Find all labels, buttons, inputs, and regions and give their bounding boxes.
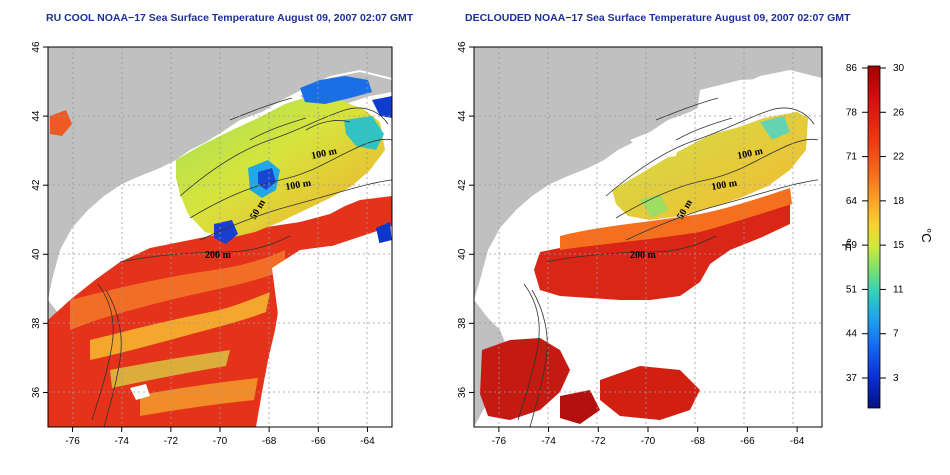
right-map: [474, 47, 822, 427]
streak-amber: [140, 378, 258, 416]
colorbar-fahrenheit-label: 78: [846, 107, 858, 118]
colorbar-fahrenheit-label: 37: [846, 373, 858, 384]
right-x-tick-label: -76: [492, 436, 507, 447]
left-map-title: RU COOL NOAA−17 Sea Surface Temperature …: [46, 12, 414, 24]
right-x-tick-label: -72: [591, 436, 606, 447]
colorbar-fahrenheit-label: 44: [846, 329, 858, 340]
axis-ticks: -76 -74 -72 -70 -68 -66 -64 36 38 40 42 44 46 -76 -74 -…: [31, 41, 805, 447]
shelf-green-patch: [640, 194, 668, 218]
colorbar: [867, 65, 881, 409]
celsius-unit-label: °C: [919, 228, 934, 243]
bathymetry-contours: [91, 97, 392, 427]
colorbar-celsius-label: 3: [893, 373, 899, 384]
colorbar-celsius-label: 30: [893, 63, 905, 74]
right-x-tick-label: -66: [740, 436, 755, 447]
right-y-tick-label: 40: [457, 248, 468, 260]
cloud-cover-east: [262, 240, 392, 427]
shelf-water: [176, 96, 385, 238]
graticule: [48, 47, 392, 427]
right-contour-label-100m-a: 100 m: [736, 146, 764, 162]
colorbar-celsius-label: 22: [893, 152, 905, 163]
colorbar-fahrenheit-label: 59: [846, 240, 858, 251]
fahrenheit-unit-label: °F: [839, 238, 854, 251]
right-y-tick-label: 42: [457, 179, 468, 191]
colorbar-ticks: 86 78 71 64 59 51 44 37 30 26 22 18 15 11 7 3: [846, 63, 905, 384]
land-maine: [48, 47, 210, 150]
right-y-tick-label: 38: [457, 317, 468, 329]
left-map: [48, 47, 392, 427]
left-contour-label-100m-b: 100 m: [285, 178, 313, 193]
left-x-tick-label: -72: [164, 436, 179, 447]
colorbar-celsius-label: 11: [893, 284, 904, 295]
colorbar-fahrenheit-label: 71: [846, 152, 858, 163]
right-x-tick-label: -64: [790, 436, 805, 447]
left-x-tick-label: -66: [311, 436, 326, 447]
left-x-tick-label: -74: [114, 436, 129, 447]
right-contour-label-200m: 200 m: [630, 250, 657, 261]
bathymetry-contours: [517, 97, 819, 427]
colorbar-fahrenheit-label: 86: [846, 63, 858, 74]
left-x-tick-label: -76: [65, 436, 80, 447]
cold-patch-6: [372, 96, 392, 118]
shelf-water: [612, 108, 808, 220]
right-y-tick-label: 36: [457, 386, 468, 398]
colorbar-celsius-label: 26: [893, 107, 905, 118]
land-mass: [474, 47, 822, 300]
cloud-gap-1: [56, 276, 70, 300]
colorbar-celsius-label: 15: [893, 240, 905, 251]
warm-water: [534, 204, 790, 300]
graticule: [474, 47, 822, 427]
right-map-title: DECLOUDED NOAA−17 Sea Surface Temperatur…: [465, 12, 851, 24]
right-x-tick-label: -70: [641, 436, 656, 447]
warm-water-south-2: [600, 366, 700, 420]
left-contour-label-200m: 200 m: [205, 250, 232, 261]
warm-patch-coast: [50, 110, 72, 136]
left-y-tick-label: 36: [31, 386, 42, 398]
left-y-tick-label: 42: [31, 179, 42, 191]
shelf-cyan-patch: [760, 116, 790, 140]
colorbar-fahrenheit-label: 51: [846, 284, 858, 295]
streak-lightgreen: [110, 350, 230, 388]
warm-patch-3: [560, 390, 600, 424]
left-y-tick-label: 46: [31, 41, 42, 53]
left-y-tick-label: 40: [31, 248, 42, 260]
right-contour-label-100m-b: 100 m: [711, 178, 739, 193]
warm-water-south: [480, 338, 570, 420]
right-y-tick-label: 46: [457, 41, 468, 53]
left-contour-label-100m-a: 100 m: [310, 146, 338, 162]
left-y-tick-label: 44: [31, 110, 42, 122]
colorbar-fahrenheit-label: 64: [846, 196, 858, 207]
cold-patch-8: [376, 222, 392, 246]
left-x-tick-label: -70: [213, 436, 228, 447]
colorbar-celsius-label: 7: [893, 329, 899, 340]
left-y-tick-label: 38: [31, 317, 42, 329]
right-x-tick-label: -74: [541, 436, 556, 447]
right-x-tick-label: -68: [690, 436, 705, 447]
left-x-tick-label: -68: [262, 436, 277, 447]
left-x-tick-label: -64: [360, 436, 375, 447]
colorbar-celsius-label: 18: [893, 196, 905, 207]
right-y-tick-label: 44: [457, 110, 468, 122]
streak-yellow: [90, 292, 270, 360]
streak-orange: [70, 250, 285, 330]
